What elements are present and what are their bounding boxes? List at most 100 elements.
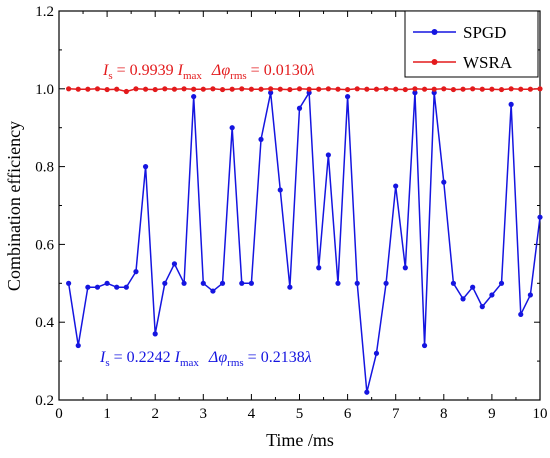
data-point-spgd — [85, 284, 91, 290]
data-point-wsra — [470, 86, 476, 92]
data-point-wsra — [450, 86, 457, 93]
data-point-spgd — [335, 280, 341, 286]
data-point-wsra — [460, 86, 466, 92]
x-tick-label: 2 — [151, 406, 159, 422]
legend-marker-wsra — [431, 59, 438, 65]
data-point-wsra — [66, 86, 72, 92]
anno-wsra-is: I — [102, 62, 109, 79]
data-point-wsra — [498, 86, 505, 93]
data-point-wsra — [364, 86, 370, 92]
data-point-wsra — [229, 86, 235, 92]
data-point-spgd — [373, 350, 380, 356]
data-point-wsra — [421, 86, 428, 92]
data-point-wsra — [373, 86, 380, 92]
data-point-spgd — [470, 284, 476, 290]
legend: SPGD WSRA — [404, 10, 539, 78]
data-point-spgd — [450, 280, 457, 286]
data-point-spgd — [258, 136, 264, 142]
data-point-spgd — [123, 284, 129, 290]
data-point-wsra — [316, 86, 322, 92]
data-point-wsra — [325, 86, 331, 92]
x-axis-title: Time /ms — [266, 430, 334, 450]
x-tick-label: 1 — [103, 406, 111, 422]
x-tick-label: 5 — [296, 406, 304, 422]
data-point-wsra — [114, 86, 120, 92]
data-point-spgd — [133, 269, 139, 275]
data-point-wsra — [94, 86, 101, 92]
data-point-spgd — [142, 164, 149, 170]
data-point-wsra — [210, 86, 216, 92]
anno-spgd-lambda: λ — [304, 349, 312, 366]
data-point-wsra — [518, 86, 524, 92]
x-tick-label: 8 — [440, 406, 448, 422]
data-point-spgd — [191, 93, 197, 100]
data-point-wsra — [75, 86, 81, 92]
data-point-wsra — [268, 86, 274, 92]
data-point-wsra — [306, 86, 312, 92]
data-point-wsra — [248, 86, 254, 92]
data-point-wsra — [277, 86, 283, 92]
legend-marker-spgd — [431, 29, 438, 35]
data-point-spgd — [66, 280, 72, 286]
anno-wsra-imax-sub: max — [183, 70, 202, 82]
series-line-spgd — [67, 91, 541, 393]
y-tick-label: 0.2 — [35, 393, 54, 409]
x-tick-label: 9 — [488, 406, 496, 422]
data-point-wsra — [383, 86, 389, 92]
y-tick-label: 0.6 — [35, 237, 54, 253]
data-point-spgd — [441, 179, 447, 185]
axes: 0 1 2 3 4 5 6 7 8 9 10 0.2 0.4 0.6 0.8 1.0 1.2 — [35, 4, 547, 422]
data-point-wsra — [537, 86, 543, 92]
data-point-wsra — [354, 86, 360, 92]
data-point-wsra — [412, 86, 418, 92]
y-tick-label: 0.8 — [35, 160, 54, 176]
data-point-wsra — [431, 86, 437, 92]
y-axis-title: Combination efficiency — [4, 121, 24, 291]
data-point-spgd — [316, 265, 322, 271]
data-point-spgd — [114, 284, 120, 290]
data-point-spgd — [162, 280, 168, 286]
anno-wsra-imax: I — [177, 62, 184, 79]
series-line-wsra — [68, 88, 541, 93]
data-point-spgd — [393, 183, 399, 189]
data-point-wsra — [239, 86, 245, 92]
data-point-spgd — [383, 280, 389, 286]
data-point-spgd — [239, 280, 245, 286]
data-point-spgd — [268, 90, 274, 96]
data-point-wsra — [104, 86, 110, 93]
anno-spgd-is: I — [99, 349, 106, 366]
anno-spgd-is-sub: s — [105, 357, 109, 369]
data-point-wsra — [171, 86, 178, 92]
data-point-spgd — [248, 280, 254, 286]
data-point-spgd — [479, 304, 485, 310]
x-tick-label: 3 — [200, 406, 208, 422]
data-point-spgd — [104, 280, 110, 286]
data-point-spgd — [219, 280, 226, 286]
data-point-spgd — [171, 261, 178, 267]
data-point-wsra — [335, 86, 341, 92]
data-point-wsra — [479, 86, 485, 92]
x-tick-label: 4 — [248, 406, 256, 422]
data-point-wsra — [489, 86, 495, 92]
series-spgd — [66, 90, 543, 395]
data-point-spgd — [518, 311, 524, 318]
y-tick-label: 0.4 — [35, 315, 54, 331]
data-point-spgd — [181, 280, 187, 286]
anno-spgd-dphi-sub: rms — [227, 357, 244, 369]
anno-wsra-eq2: = 0.0130 — [247, 62, 308, 79]
data-point-wsra — [287, 86, 293, 93]
anno-wsra-is-sub: s — [108, 70, 112, 82]
data-point-wsra — [85, 86, 91, 92]
anno-wsra-lambda: λ — [307, 62, 315, 79]
data-point-wsra — [527, 86, 533, 92]
anno-wsra-dphi: Δφ — [211, 62, 230, 79]
data-point-spgd — [152, 331, 158, 337]
data-point-spgd — [75, 342, 81, 349]
data-point-wsra — [152, 86, 158, 93]
data-point-wsra — [508, 86, 514, 92]
data-point-spgd — [402, 265, 408, 271]
x-tick-label: 6 — [344, 406, 352, 422]
data-point-spgd — [296, 105, 303, 111]
y-tick-label: 1.0 — [35, 82, 54, 98]
data-point-spgd — [200, 280, 206, 286]
